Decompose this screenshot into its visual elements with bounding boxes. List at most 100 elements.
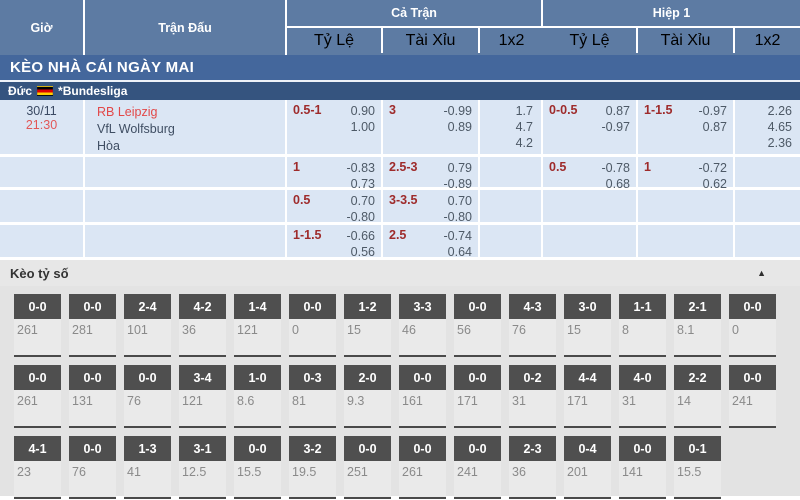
score-label[interactable]: 3-0 [564, 294, 611, 319]
ft-1x2-cell[interactable]: 1.7 4.7 4.2 [480, 100, 543, 154]
score-label[interactable]: 1-3 [124, 436, 171, 461]
score-odds[interactable]: 161 [402, 394, 423, 408]
h1-over-odds[interactable]: -0.97 [698, 104, 728, 118]
score-odds[interactable]: 31 [512, 394, 526, 408]
score-cell[interactable]: 0-0 15.5 [234, 436, 281, 499]
ft-over-odds[interactable]: 0.79 [447, 161, 472, 175]
h1-hdp-away-odds[interactable]: -0.97 [601, 120, 631, 134]
score-odds[interactable]: 8.1 [677, 323, 695, 337]
score-cell[interactable]: 1-4 121 [234, 294, 281, 357]
h1-1x2-away[interactable]: 2.36 [767, 136, 792, 150]
score-odds[interactable]: 23 [17, 465, 31, 479]
ft-overunder-cell[interactable]: 2.5 -0.74 0.64 [383, 225, 480, 259]
ft-handicap-cell[interactable]: 1-1.5 -0.66 0.56 [287, 225, 383, 259]
score-cell[interactable]: 0-0 161 [399, 365, 446, 428]
score-odds[interactable]: 36 [182, 323, 196, 337]
score-odds[interactable]: 121 [182, 394, 203, 408]
score-odds[interactable]: 12.5 [182, 465, 207, 479]
ft-1x2-draw[interactable]: 4.7 [515, 120, 533, 134]
score-label[interactable]: 1-0 [234, 365, 281, 390]
score-label[interactable]: 0-0 [454, 294, 501, 319]
score-label[interactable]: 0-0 [234, 436, 281, 461]
score-cell[interactable]: 0-0 261 [399, 436, 446, 499]
ft-over-odds[interactable]: -0.74 [443, 229, 473, 243]
h1-overunder-cell[interactable]: 1 -0.72 0.62 [638, 157, 735, 191]
score-label[interactable]: 2-2 [674, 365, 721, 390]
score-label[interactable]: 4-1 [14, 436, 61, 461]
score-odds[interactable]: 76 [127, 394, 141, 408]
score-cell[interactable]: 0-0 0 [729, 294, 776, 357]
ft-under-odds[interactable]: -0.89 [443, 177, 473, 191]
score-label[interactable]: 0-0 [69, 436, 116, 461]
score-odds[interactable]: 261 [17, 394, 38, 408]
score-odds[interactable]: 81 [292, 394, 306, 408]
h1-hdp-home-odds[interactable]: -0.78 [601, 161, 631, 175]
score-label[interactable]: 0-3 [289, 365, 336, 390]
h1-overunder-cell[interactable]: 1-1.5 -0.97 0.87 [638, 100, 735, 154]
h1-handicap-cell[interactable]: 0-0.5 0.87 -0.97 [543, 100, 638, 154]
score-cell[interactable]: 0-0 261 [14, 294, 61, 357]
score-label[interactable]: 3-1 [179, 436, 226, 461]
score-label[interactable]: 0-0 [454, 436, 501, 461]
score-cell[interactable]: 0-0 76 [124, 365, 171, 428]
score-cell[interactable]: 0-2 31 [509, 365, 556, 428]
ft-handicap-cell[interactable]: 0.5 0.70 -0.80 [287, 190, 383, 224]
score-odds[interactable]: 171 [457, 394, 478, 408]
score-label[interactable]: 0-0 [454, 365, 501, 390]
h1-handicap-cell[interactable]: 0.5 -0.78 0.68 [543, 157, 638, 191]
score-label[interactable]: 0-0 [399, 365, 446, 390]
ft-handicap-cell[interactable]: 1 -0.83 0.73 [287, 157, 383, 191]
score-label[interactable]: 0-0 [729, 294, 776, 319]
ft-under-odds[interactable]: -0.80 [443, 210, 473, 224]
ft-hdp-away-odds[interactable]: 1.00 [350, 120, 375, 134]
score-cell[interactable]: 4-2 36 [179, 294, 226, 357]
score-cell[interactable]: 2-3 36 [509, 436, 556, 499]
h1-1x2-home[interactable]: 2.26 [767, 104, 792, 118]
score-cell[interactable]: 4-4 171 [564, 365, 611, 428]
h1-1x2-draw[interactable]: 4.65 [767, 120, 792, 134]
ft-hdp-away-odds[interactable]: 0.73 [350, 177, 375, 191]
score-cell[interactable]: 0-3 81 [289, 365, 336, 428]
score-label[interactable]: 3-3 [399, 294, 446, 319]
score-label[interactable]: 0-0 [729, 365, 776, 390]
score-label[interactable]: 2-3 [509, 436, 556, 461]
score-label[interactable]: 1-4 [234, 294, 281, 319]
score-cell[interactable]: 3-0 15 [564, 294, 611, 357]
score-cell[interactable]: 0-4 201 [564, 436, 611, 499]
score-label[interactable]: 1-2 [344, 294, 391, 319]
score-cell[interactable]: 3-4 121 [179, 365, 226, 428]
score-cell[interactable]: 0-0 261 [14, 365, 61, 428]
score-label[interactable]: 2-4 [124, 294, 171, 319]
score-label[interactable]: 0-0 [344, 436, 391, 461]
score-label[interactable]: 0-2 [509, 365, 556, 390]
score-cell[interactable]: 4-1 23 [14, 436, 61, 499]
score-label[interactable]: 0-0 [69, 365, 116, 390]
score-label[interactable]: 4-3 [509, 294, 556, 319]
score-label[interactable]: 3-2 [289, 436, 336, 461]
score-label[interactable]: 2-1 [674, 294, 721, 319]
score-odds[interactable]: 76 [512, 323, 526, 337]
ft-1x2-away[interactable]: 4.2 [515, 136, 533, 150]
score-label[interactable]: 0-1 [674, 436, 721, 461]
ft-hdp-home-odds[interactable]: 0.90 [350, 104, 375, 118]
h1-under-odds[interactable]: 0.62 [702, 177, 727, 191]
score-label[interactable]: 0-4 [564, 436, 611, 461]
score-odds[interactable]: 251 [347, 465, 368, 479]
home-team[interactable]: RB Leipzig [97, 105, 158, 119]
score-label[interactable]: 0-0 [619, 436, 666, 461]
score-cell[interactable]: 0-0 281 [69, 294, 116, 357]
correct-score-header[interactable]: Kèo tỷ số ▲ [0, 260, 800, 286]
score-cell[interactable]: 0-0 76 [69, 436, 116, 499]
ft-1x2-home[interactable]: 1.7 [515, 104, 533, 118]
score-cell[interactable]: 0-0 241 [729, 365, 776, 428]
score-odds[interactable]: 14 [677, 394, 691, 408]
ft-hdp-home-odds[interactable]: -0.83 [346, 161, 376, 175]
score-odds[interactable]: 0 [292, 323, 299, 337]
collapse-arrow-icon[interactable]: ▲ [757, 268, 766, 278]
score-cell[interactable]: 3-2 19.5 [289, 436, 336, 499]
score-label[interactable]: 1-1 [619, 294, 666, 319]
ft-under-odds[interactable]: 0.64 [447, 245, 472, 259]
score-cell[interactable]: 0-0 56 [454, 294, 501, 357]
score-odds[interactable]: 101 [127, 323, 148, 337]
score-odds[interactable]: 76 [72, 465, 86, 479]
